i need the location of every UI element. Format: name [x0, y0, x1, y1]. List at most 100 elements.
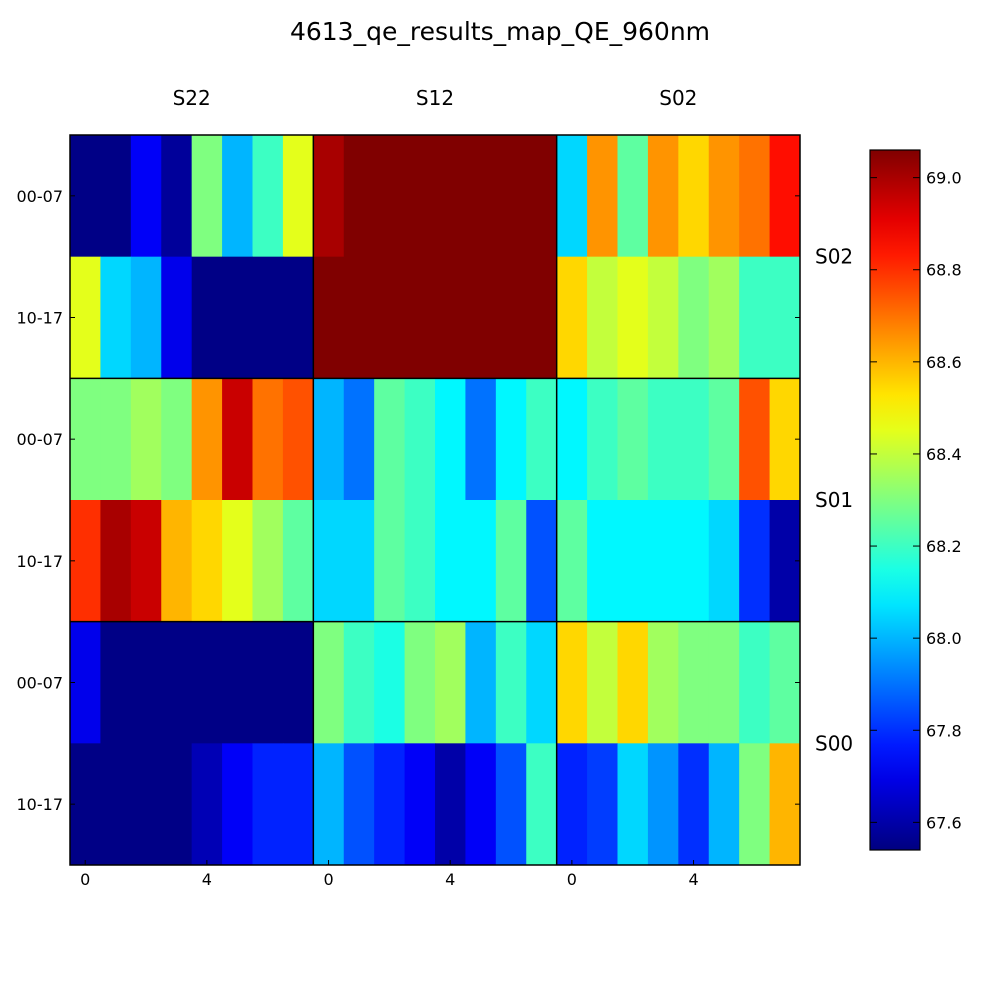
heatmap-cell [587, 135, 618, 258]
heatmap-cell [708, 135, 740, 258]
colorbar-tick-label: 68.0 [926, 629, 962, 648]
heatmap-cell [252, 500, 284, 623]
heatmap-cells [70, 135, 801, 866]
heatmap-cell [617, 256, 649, 379]
heatmap-cell [556, 621, 588, 744]
plot-frame [69, 134, 801, 866]
heatmap-cell [100, 621, 132, 744]
row-label: 00-07 [17, 187, 64, 206]
heatmap-cell [70, 135, 101, 258]
heatmap-cell [191, 135, 223, 258]
heatmap-cell [708, 256, 740, 379]
colorbar-tick-label: 68.2 [926, 537, 962, 556]
heatmap-cell [556, 256, 588, 379]
heatmap-cell [313, 378, 345, 501]
heatmap-cell [191, 500, 223, 623]
heatmap-cell [161, 135, 193, 258]
row-label: 00-07 [17, 674, 64, 693]
heatmap-cell [70, 621, 101, 744]
heatmap-cell [526, 256, 558, 379]
x-tick-labels: 0 4 0 4 0 4 [80, 860, 699, 889]
heatmap-cell [282, 378, 314, 501]
heatmap-cell [587, 743, 618, 866]
heatmap-cell [495, 135, 527, 258]
heatmap-cell [252, 621, 284, 744]
heatmap-cell [495, 743, 527, 866]
heatmap-cell [70, 378, 101, 501]
heatmap-cell [252, 135, 284, 258]
heatmap-cell [343, 500, 375, 623]
heatmap-cell [647, 256, 679, 379]
heatmap-cell [678, 256, 710, 379]
heatmap-cell [222, 135, 253, 258]
heatmap-cell [252, 378, 284, 501]
heatmap-cell [130, 743, 162, 866]
heatmap-cell [587, 378, 618, 501]
heatmap-cell [708, 500, 740, 623]
heatmap-cell [222, 500, 253, 623]
heatmap-cell [100, 378, 132, 501]
colorbar-tick-label: 68.6 [926, 353, 962, 372]
heatmap-cell [465, 621, 497, 744]
row-label: 10-17 [17, 795, 64, 814]
heatmap-cell [404, 135, 436, 258]
heatmap-cell [526, 621, 558, 744]
chart-title: 4613_qe_results_map_QE_960nm [290, 17, 710, 46]
heatmap-cell [526, 743, 558, 866]
heatmap-cell [191, 378, 223, 501]
heatmap-cell [252, 256, 284, 379]
heatmap-cell [526, 135, 558, 258]
heatmap-cell [708, 378, 740, 501]
heatmap-cell [556, 378, 588, 501]
colorbar-tick-label: 68.4 [926, 445, 962, 464]
heatmap-cell [343, 256, 375, 379]
heatmap-cell [647, 743, 679, 866]
heatmap-cell [465, 135, 497, 258]
heatmap-cell [313, 500, 345, 623]
heatmap-cell [617, 621, 649, 744]
heatmap-cell [495, 500, 527, 623]
heatmap-cell [647, 378, 679, 501]
heatmap-cell [161, 378, 193, 501]
heatmap-cell [435, 256, 466, 379]
heatmap-cell [678, 743, 710, 866]
heatmap-cell [343, 621, 375, 744]
column-group-label: S12 [416, 86, 454, 110]
heatmap-cell [191, 621, 223, 744]
heatmap-cell [587, 621, 618, 744]
heatmap-cell [282, 621, 314, 744]
heatmap-cell [708, 621, 740, 744]
row-label: 00-07 [17, 430, 64, 449]
heatmap-cell [222, 256, 253, 379]
heatmap-cell [282, 500, 314, 623]
heatmap-cell [70, 256, 101, 379]
heatmap-cell [313, 621, 345, 744]
heatmap-cell [70, 500, 101, 623]
heatmap-cell [556, 743, 588, 866]
heatmap-cell [678, 500, 710, 623]
column-group-label: S02 [659, 86, 697, 110]
heatmap-cell [495, 378, 527, 501]
heatmap-cell [343, 135, 375, 258]
heatmap-cell [435, 500, 466, 623]
heatmap-cell [161, 500, 193, 623]
x-tick-label: 0 [323, 870, 333, 889]
row-group-label: S00 [815, 731, 853, 755]
heatmap-cell [587, 256, 618, 379]
x-tick-label: 4 [445, 870, 455, 889]
heatmap-cell [374, 378, 406, 501]
heatmap-cell [465, 743, 497, 866]
heatmap-cell [130, 135, 162, 258]
x-tick-label: 0 [80, 870, 90, 889]
row-labels: 00-07 10-17 00-07 10-17 00-07 10-17 [17, 187, 800, 814]
heatmap-cell [739, 621, 771, 744]
heatmap-cell [130, 256, 162, 379]
heatmap-cell [161, 256, 193, 379]
heatmap-cell [374, 256, 406, 379]
heatmap-cell [313, 256, 345, 379]
heatmap-cell [404, 621, 436, 744]
heatmap-cell [161, 743, 193, 866]
heatmap-cell [526, 378, 558, 501]
x-tick-label: 4 [688, 870, 698, 889]
